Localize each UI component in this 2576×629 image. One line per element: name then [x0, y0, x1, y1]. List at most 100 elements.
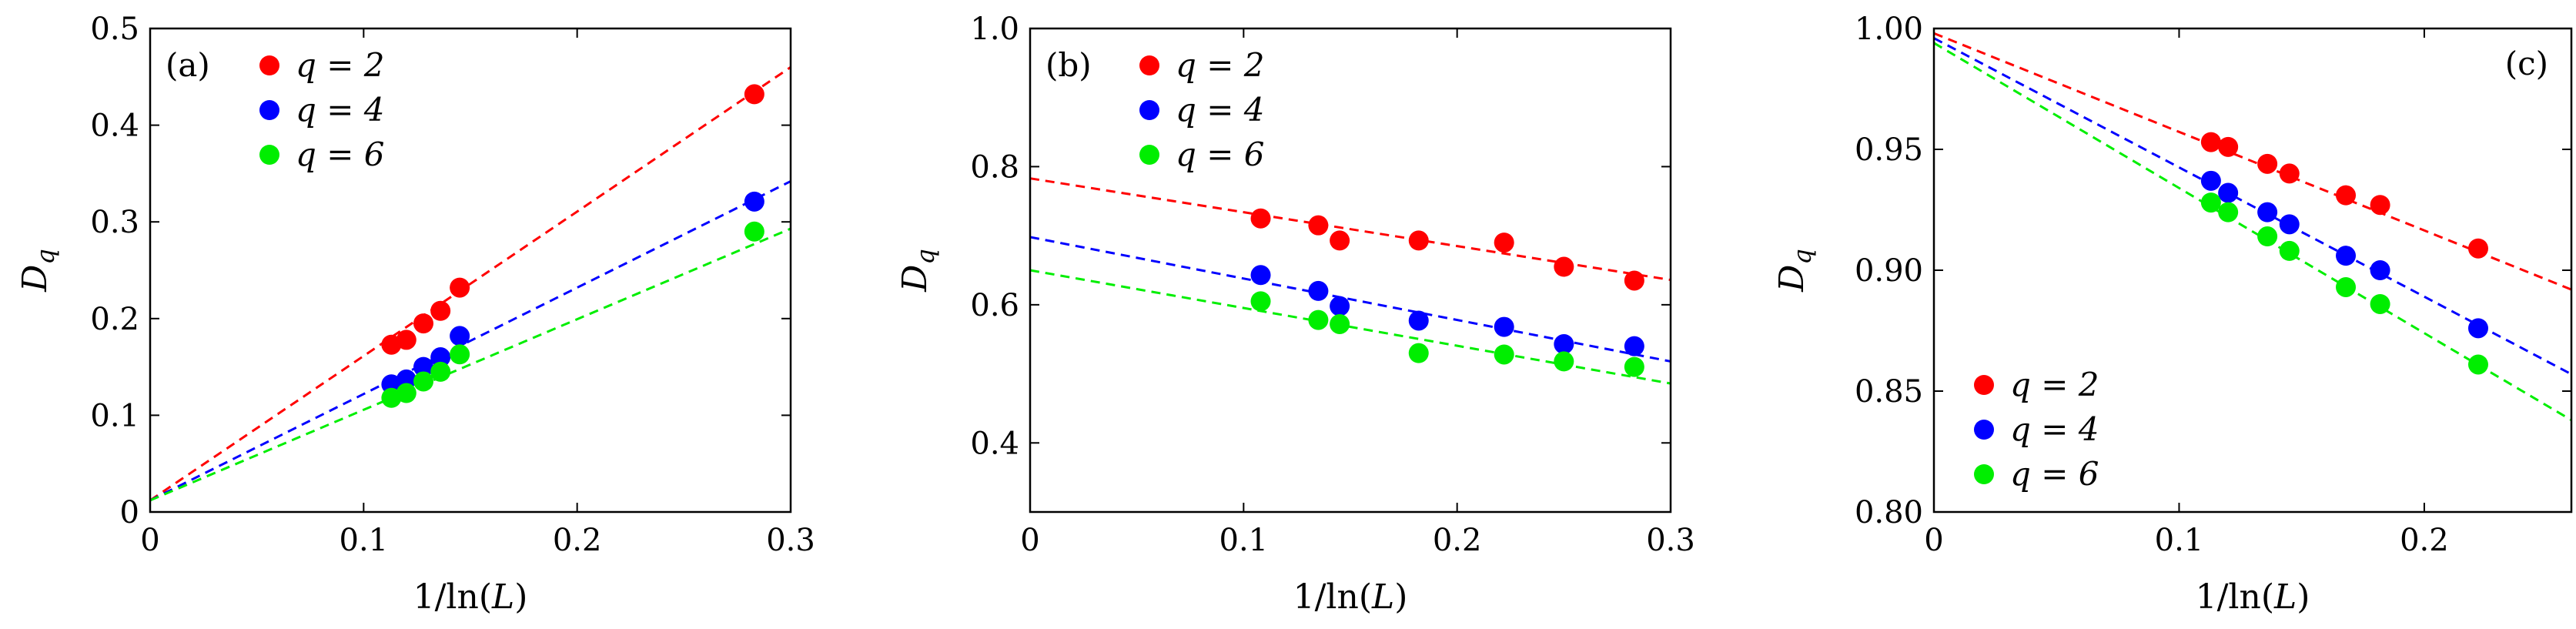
data-point-q2: [2218, 136, 2239, 157]
y-axis-title: Dq: [895, 249, 940, 293]
legend-marker-q4: [259, 100, 279, 120]
y-tick-label: 1.0: [970, 12, 1019, 47]
data-point-q2: [1494, 233, 1514, 253]
legend-marker-q2: [1974, 375, 1994, 395]
data-point-q4: [413, 356, 433, 377]
data-point-q6: [2370, 293, 2390, 314]
legend-label: q = 2: [296, 46, 385, 84]
data-point-q2: [1554, 256, 1574, 277]
data-point-q4: [1308, 280, 1329, 301]
y-tick-label: 0.1: [90, 398, 139, 433]
x-tick-label: 0.2: [1433, 523, 1482, 558]
data-point-q6: [1554, 351, 1574, 372]
data-point-q2: [2336, 185, 2357, 206]
data-point-q4: [430, 347, 451, 368]
data-point-q2: [450, 277, 470, 298]
data-point-q6: [450, 344, 470, 365]
data-point-q2: [1624, 270, 1644, 291]
data-point-q4: [2257, 202, 2278, 222]
data-point-q2: [430, 300, 451, 321]
panel-label: (a): [166, 46, 210, 84]
data-point-q6: [1624, 356, 1644, 377]
data-point-q4: [1408, 310, 1429, 331]
data-point-q6: [2336, 276, 2357, 297]
y-tick-label: 0.2: [90, 302, 139, 337]
legend-label: q = 2: [2010, 366, 2099, 403]
fit-line-q6: [1933, 42, 2572, 421]
data-point-q2: [2370, 195, 2390, 216]
data-point-q4: [744, 191, 764, 212]
panel-a: 0 0.1 0.2 0.3 0 0.1 0.2 0.3 0.4 0.5 1/ln(L) Dq (a) q …: [15, 12, 815, 617]
y-tick-label: 0.5: [90, 12, 139, 47]
x-tick-label: 0.3: [1646, 523, 1695, 558]
plot-frame: [149, 27, 792, 514]
data-point-q6: [2467, 354, 2488, 375]
legend-marker-q6: [1974, 464, 1994, 484]
y-tick-label: 0.85: [1855, 374, 1923, 410]
y-tick-label: 0.4: [90, 109, 139, 144]
legend-label: q = 6: [2010, 455, 2099, 493]
x-axis-title: 1/ln(L): [413, 577, 528, 617]
data-point-q4: [2200, 170, 2221, 191]
x-axis-title: 1/ln(L): [2196, 577, 2310, 617]
data-point-q2: [744, 84, 764, 105]
data-point-q6: [1330, 313, 1350, 334]
data-point-q4: [2218, 182, 2239, 203]
data-point-q6: [2257, 226, 2278, 247]
legend-label: q = 4: [1176, 91, 1265, 129]
data-point-q4: [1250, 265, 1271, 286]
fit-line-q2: [149, 65, 791, 502]
legend-label: q = 4: [2010, 410, 2099, 448]
y-tick-label: 0.4: [970, 426, 1019, 461]
fit-line-q4: [1933, 37, 2572, 376]
fit-line-q6: [149, 227, 791, 502]
panel-c: 0 0.1 0.2 0.80 0.85 0.90 0.95 1.00 1/ln(L) Dq (c) q…: [1772, 12, 2573, 617]
y-axis-title: Dq: [1772, 249, 1817, 293]
x-axis-title: 1/ln(L): [1293, 577, 1408, 617]
legend-marker-q6: [259, 145, 279, 165]
legend-marker-q4: [1139, 100, 1159, 120]
data-point-q6: [430, 361, 451, 382]
x-tick-label: 0.1: [1219, 523, 1269, 558]
data-point-q2: [2279, 163, 2300, 184]
data-point-q4: [1554, 333, 1574, 354]
y-tick-label: 0.90: [1855, 253, 1923, 289]
y-tick-label: 0.8: [970, 149, 1019, 185]
legend-label: q = 6: [1176, 136, 1265, 173]
data-point-q4: [2370, 260, 2390, 280]
fit-line-q6: [1029, 269, 1671, 385]
data-point-q2: [2257, 153, 2278, 174]
data-point-q6: [2279, 240, 2300, 261]
y-tick-label: 0.95: [1855, 132, 1923, 168]
data-point-q4: [2336, 246, 2357, 266]
x-tick-label: 0.1: [340, 523, 389, 558]
fit-line-q2: [1933, 32, 2572, 291]
data-point-q4: [1624, 336, 1644, 356]
plot-frame: [1932, 27, 2573, 514]
x-tick-label: 0: [1924, 523, 1943, 558]
data-point-q6: [2200, 192, 2221, 213]
legend-label: q = 2: [1176, 46, 1265, 84]
data-point-q6: [744, 221, 764, 242]
legend-marker-q2: [259, 55, 279, 75]
data-point-q2: [1250, 208, 1271, 229]
fit-line-q4: [149, 180, 791, 502]
y-axis-title: Dq: [15, 249, 60, 293]
data-point-q6: [1408, 343, 1429, 363]
data-point-q6: [1494, 344, 1514, 365]
data-point-q2: [1408, 230, 1429, 251]
legend-marker-q4: [1974, 420, 1994, 440]
y-tick-label: 0: [120, 495, 139, 530]
data-point-q2: [413, 313, 433, 334]
panel-label: (b): [1045, 46, 1092, 84]
fit-line-q2: [1029, 177, 1671, 282]
data-point-q4: [2279, 214, 2300, 235]
x-tick-label: 0.2: [2400, 523, 2449, 558]
data-point-q2: [2200, 132, 2221, 152]
data-point-q6: [2218, 202, 2239, 222]
panel-b: 0 0.1 0.2 0.3 0.4 0.6 0.8 1.0 1/ln(L) Dq (b) q = 2 q…: [895, 12, 1695, 617]
data-point-q4: [450, 326, 470, 346]
x-tick-label: 0.3: [766, 523, 815, 558]
y-tick-label: 0.80: [1855, 495, 1923, 530]
